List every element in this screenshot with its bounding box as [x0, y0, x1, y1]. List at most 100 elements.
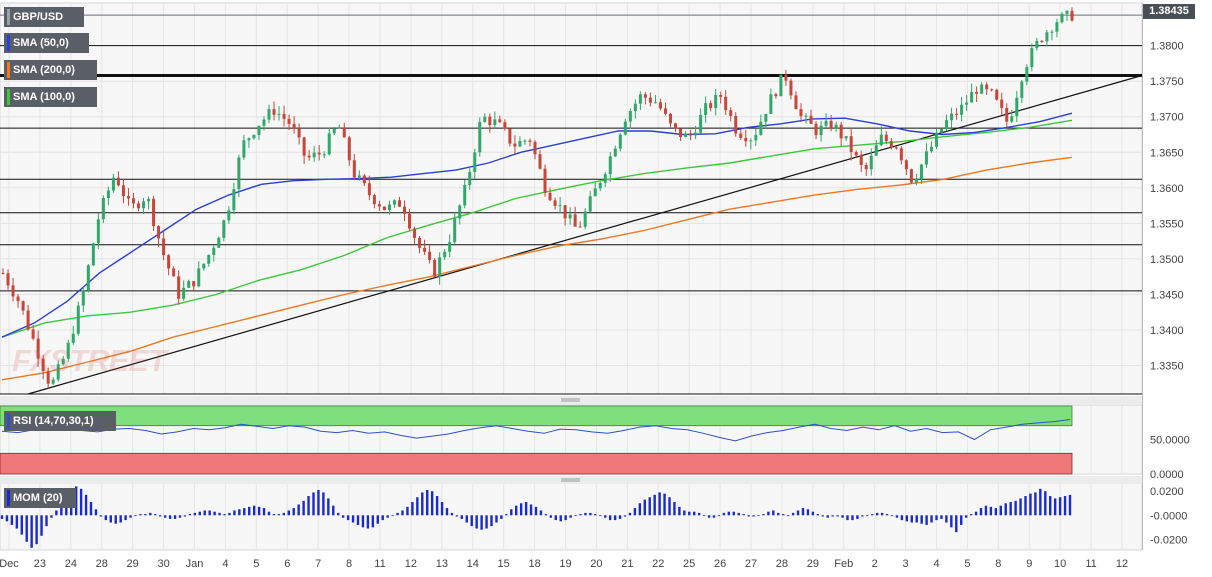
candle-body: [804, 115, 808, 117]
candle-body: [643, 94, 647, 98]
candle-body: [36, 338, 40, 359]
candle-body: [583, 211, 587, 227]
price-panel: [0, 2, 1143, 395]
sma100-label[interactable]: SMA (100,0): [4, 87, 97, 107]
candle-body: [21, 301, 25, 311]
mom-bar: [668, 497, 671, 516]
mom-bar: [623, 515, 627, 517]
candle-body: [774, 94, 778, 97]
mom-bar: [747, 515, 750, 517]
mom-bar: [485, 515, 488, 529]
x-tick-label: 11: [1085, 558, 1096, 570]
mom-bar: [683, 510, 686, 516]
mom-bar: [327, 498, 330, 516]
mom-bar: [228, 512, 231, 516]
candle-body: [46, 371, 50, 384]
mom-bar: [168, 515, 172, 519]
mom-bar: [786, 515, 790, 517]
mom-bar: [35, 515, 38, 545]
candle-body: [548, 192, 552, 201]
x-tick-label: 5: [253, 558, 259, 570]
mom-bar: [1004, 503, 1007, 516]
candle-body: [689, 133, 693, 136]
mom-y-tick-label: -0.0000: [1150, 510, 1187, 522]
mom-bar: [767, 511, 770, 516]
mom-bar: [134, 515, 137, 517]
mom-bar: [213, 511, 216, 516]
rsi-swatch: [7, 413, 10, 429]
mom-bar: [732, 511, 735, 516]
mom-bar: [880, 512, 884, 516]
candle-body: [41, 358, 45, 372]
mom-bar: [1039, 488, 1042, 516]
mom-bar: [861, 515, 864, 517]
mom-bar: [178, 515, 182, 518]
mom-bar: [495, 515, 498, 523]
price-y-tick-label: 1.3650: [1150, 147, 1184, 159]
fxstreet-watermark: FXSTREET: [12, 343, 167, 378]
mom-bar: [604, 515, 607, 518]
mom-bar: [801, 508, 805, 516]
candle-body: [167, 255, 171, 269]
mom-bar: [816, 514, 820, 516]
mom-bar: [529, 504, 533, 516]
price-y-tick-label: 1.3800: [1150, 41, 1184, 53]
x-tick-label: 13: [436, 558, 448, 570]
x-tick-label: Dec: [0, 558, 19, 570]
mom-bar: [94, 509, 98, 516]
sma200-swatch: [7, 62, 10, 78]
candle-body: [182, 287, 186, 299]
mom-bar: [791, 512, 795, 516]
candle-body: [528, 140, 532, 142]
mom-bar: [653, 494, 656, 516]
mom-bar: [960, 515, 963, 525]
mom-bar: [351, 515, 355, 523]
mom-bar: [490, 515, 493, 527]
candle-body: [864, 165, 868, 170]
x-tick-label: 15: [498, 558, 510, 570]
candle-body: [26, 310, 30, 330]
mom-bar: [450, 512, 454, 516]
sma50-label[interactable]: SMA (50,0): [4, 33, 89, 53]
sma200-label[interactable]: SMA (200,0): [4, 60, 97, 80]
candle-body: [929, 146, 933, 152]
mom-bar: [544, 514, 548, 516]
mom-bar: [252, 505, 256, 516]
candle-body: [71, 333, 75, 343]
candle-body: [719, 94, 723, 97]
sma200-text: SMA (200,0): [13, 64, 75, 76]
x-tick-label: 7: [315, 558, 321, 570]
mom-bar: [312, 492, 315, 516]
mom-bar: [519, 503, 523, 516]
mom-bar: [297, 504, 300, 516]
mom-bar: [430, 491, 434, 516]
candle-body: [362, 175, 366, 184]
mom-bar: [707, 515, 711, 518]
candle-body: [924, 151, 928, 165]
mom-bar: [638, 503, 642, 516]
candle-body: [152, 198, 156, 227]
x-tick-label: 8: [346, 558, 352, 570]
rsi-label[interactable]: RSI (14,70,30,1): [4, 411, 116, 431]
mom-bar: [831, 515, 834, 517]
candle-body: [593, 188, 597, 197]
symbol-label[interactable]: GBP/USD: [4, 7, 84, 27]
mom-label[interactable]: MOM (20): [4, 488, 76, 508]
candle-body: [187, 281, 191, 288]
x-tick-label: 25: [683, 558, 695, 570]
mom-bar: [45, 515, 48, 527]
candle-body: [970, 91, 974, 103]
mom-bar: [307, 496, 310, 516]
mom-bar: [994, 508, 998, 516]
mom-bar: [890, 515, 894, 517]
candle-body: [177, 276, 181, 299]
mom-bar: [173, 515, 177, 519]
candle-body: [382, 206, 386, 210]
mom-bar: [940, 515, 943, 519]
mom-bar: [974, 511, 978, 516]
mom-bar: [569, 515, 572, 518]
mom-bar: [534, 506, 538, 516]
sma100-swatch: [7, 89, 10, 105]
candle-body: [784, 74, 788, 81]
